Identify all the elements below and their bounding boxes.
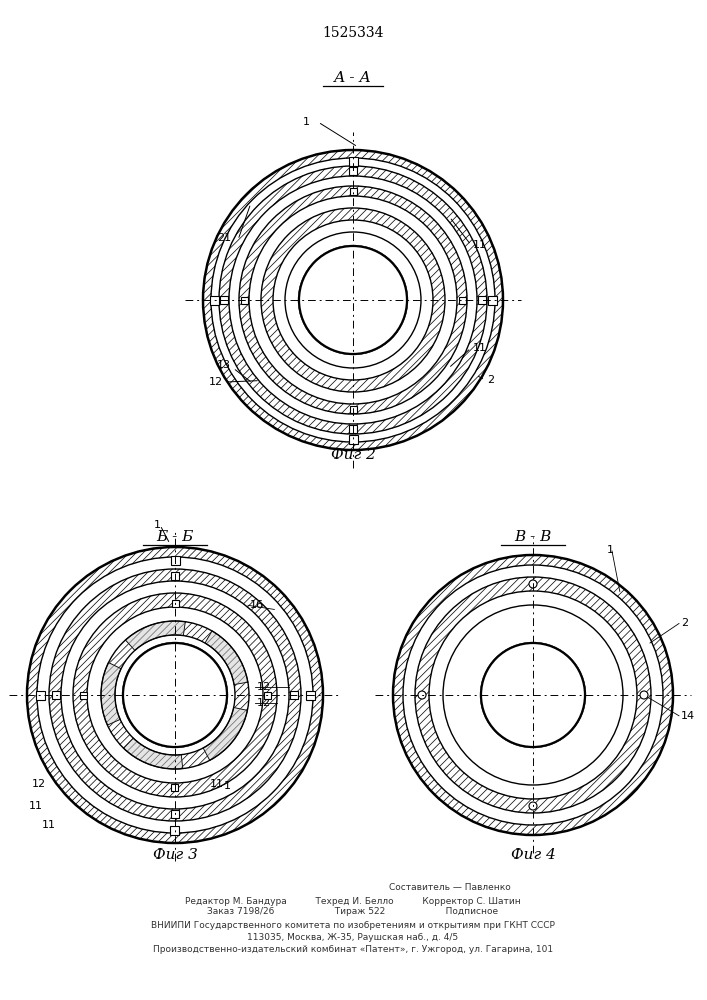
Bar (459, 296, 465, 304)
Text: 11: 11 (473, 343, 487, 353)
Circle shape (61, 581, 289, 809)
Text: 12: 12 (257, 682, 271, 692)
Text: 1: 1 (607, 545, 614, 555)
Text: 1: 1 (223, 781, 230, 791)
Circle shape (239, 186, 467, 414)
Bar (35, 690, 45, 700)
Text: 2: 2 (681, 618, 688, 629)
Circle shape (261, 208, 445, 392)
Bar (305, 690, 315, 700)
Text: Б - Б: Б - Б (156, 530, 194, 544)
Text: 1: 1 (154, 520, 161, 530)
Circle shape (115, 635, 235, 755)
Circle shape (529, 802, 537, 810)
Text: 1: 1 (303, 117, 310, 127)
Bar (349, 406, 356, 412)
Circle shape (203, 150, 503, 450)
Bar (220, 296, 228, 304)
Bar (209, 296, 218, 304)
Text: 13: 13 (217, 360, 231, 370)
Bar (171, 572, 179, 580)
Circle shape (211, 158, 495, 442)
Circle shape (443, 605, 623, 785)
Text: 113035, Москва, Ж-35, Раушская наб., д. 4/5: 113035, Москва, Ж-35, Раушская наб., д. … (247, 932, 459, 942)
Bar (349, 156, 358, 165)
Text: 14: 14 (681, 711, 695, 721)
Bar (170, 826, 180, 834)
Circle shape (27, 547, 323, 843)
Polygon shape (124, 738, 182, 769)
Text: 21: 21 (217, 233, 231, 243)
Text: Составитель — Павленко: Составитель — Павленко (389, 884, 511, 892)
Text: Фиг 3: Фиг 3 (153, 848, 197, 862)
Polygon shape (205, 631, 248, 685)
Circle shape (37, 557, 313, 833)
Bar (52, 691, 60, 699)
Text: 11: 11 (210, 779, 224, 789)
Circle shape (285, 232, 421, 368)
Circle shape (429, 591, 637, 799)
Circle shape (403, 565, 663, 825)
Bar (240, 296, 247, 304)
Circle shape (123, 643, 227, 747)
Circle shape (529, 580, 537, 588)
Circle shape (481, 643, 585, 747)
Polygon shape (125, 621, 185, 650)
Text: 12: 12 (257, 698, 271, 708)
Circle shape (299, 246, 407, 354)
Bar (478, 296, 486, 304)
Circle shape (481, 643, 585, 747)
Circle shape (415, 577, 651, 813)
Text: Производственно-издательский комбинат «Патент», г. Ужгород, ул. Гагарина, 101: Производственно-издательский комбинат «П… (153, 944, 553, 954)
Bar (488, 296, 496, 304)
Bar (170, 556, 180, 564)
Bar (349, 188, 356, 194)
Text: Редактор М. Бандура          Техред И. Белло          Корректор С. Шатин: Редактор М. Бандура Техред И. Белло Корр… (185, 896, 521, 906)
Text: Заказ 7198/26                     Тираж 522                     Подписное: Заказ 7198/26 Тираж 522 Подписное (207, 908, 498, 916)
Circle shape (101, 621, 249, 769)
Bar (349, 434, 358, 444)
Circle shape (249, 196, 457, 404)
Circle shape (73, 593, 277, 797)
Bar (349, 167, 357, 175)
Bar (171, 810, 179, 818)
Text: ВНИИПИ Государственного комитета по изобретениям и открытиям при ГКНТ СССР: ВНИИПИ Государственного комитета по изоб… (151, 920, 555, 930)
Bar (290, 691, 298, 699)
Bar (79, 692, 86, 698)
Text: 2: 2 (487, 375, 494, 385)
Bar (172, 784, 178, 790)
Polygon shape (101, 663, 121, 725)
Text: Фиг 4: Фиг 4 (510, 848, 556, 862)
Circle shape (229, 176, 477, 424)
Bar (172, 599, 178, 606)
Circle shape (273, 220, 433, 380)
Circle shape (219, 166, 487, 434)
Circle shape (393, 555, 673, 835)
Text: 11: 11 (42, 820, 56, 830)
Text: 12: 12 (209, 377, 223, 387)
Text: 16: 16 (250, 600, 264, 610)
Circle shape (640, 691, 648, 699)
Text: 12: 12 (32, 779, 46, 789)
Circle shape (87, 607, 263, 783)
Text: Фиг 2: Фиг 2 (331, 448, 375, 462)
Circle shape (49, 569, 301, 821)
Circle shape (418, 691, 426, 699)
Text: В - В: В - В (514, 530, 551, 544)
Circle shape (299, 246, 407, 354)
Bar (349, 425, 357, 433)
Text: 11: 11 (29, 801, 43, 811)
Circle shape (123, 643, 227, 747)
Bar (264, 692, 271, 698)
Text: А - А: А - А (334, 71, 372, 85)
Text: 1525334: 1525334 (322, 26, 384, 40)
Text: 11: 11 (473, 240, 487, 250)
Polygon shape (203, 707, 247, 760)
